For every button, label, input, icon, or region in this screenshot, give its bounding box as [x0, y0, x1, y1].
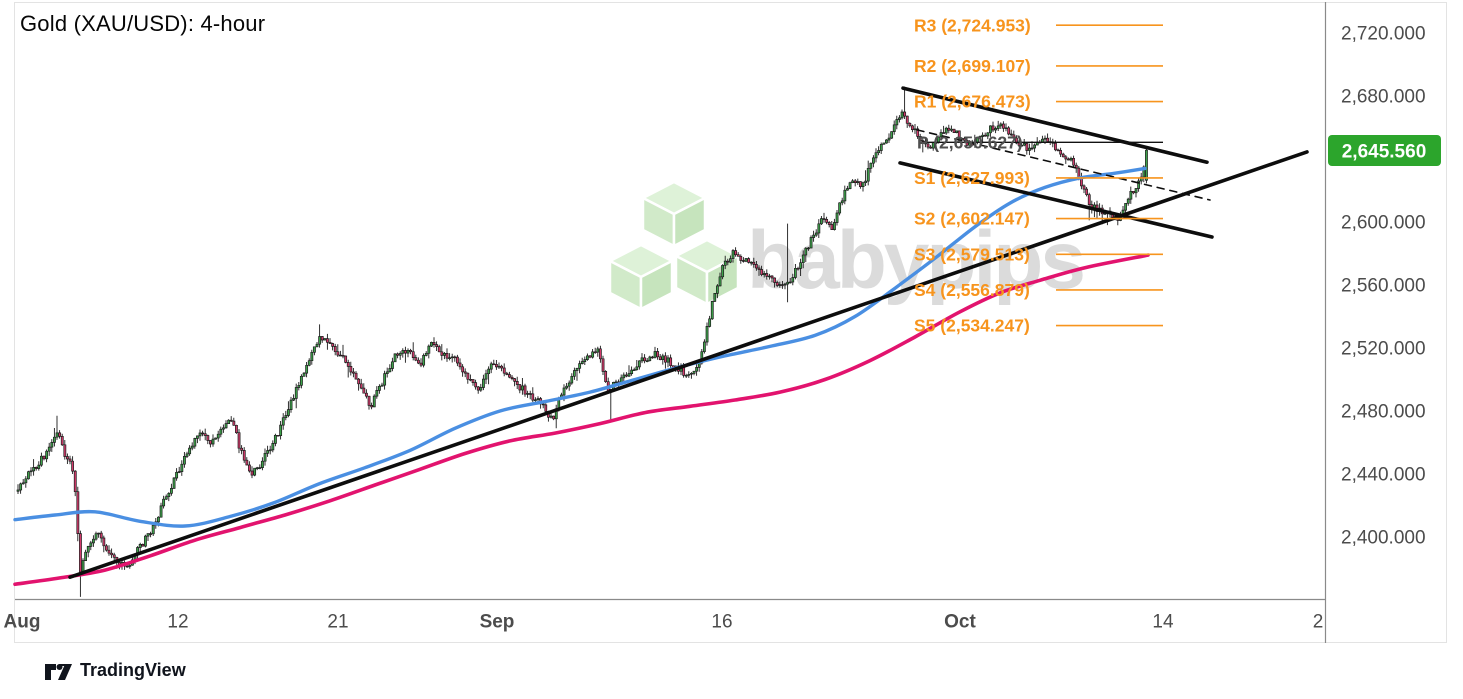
time-axis-scale[interactable] — [15, 600, 1325, 643]
pivot-label-S2: S2 (2,602.147) — [914, 209, 1030, 229]
price-tick-label: 2,600.000 — [1341, 213, 1426, 234]
time-tick-label: Oct — [944, 612, 976, 633]
time-tick-label: Aug — [4, 612, 41, 633]
pivot-level-S2: S2 (2,602.147) — [914, 209, 1163, 229]
price-tick-label: 2,520.000 — [1341, 339, 1426, 360]
pivot-label-R3: R3 (2,724.953) — [914, 15, 1031, 35]
pivot-label-P: P (2,650.627) — [917, 132, 1023, 152]
price-axis-scale[interactable] — [1326, 3, 1446, 643]
ma-fast-blue[interactable] — [13, 166, 1147, 528]
pivot-level-S3: S3 (2,579.513) — [914, 244, 1163, 264]
widget-border — [14, 2, 1447, 643]
tradingview-logo-icon — [45, 664, 72, 680]
pivot-label-S4: S4 (2,556.879) — [914, 280, 1030, 300]
price-tick-label: 2,480.000 — [1341, 402, 1426, 423]
babypips-cubes-icon — [608, 180, 740, 311]
up-candles — [16, 111, 1148, 573]
pivot-level-S5: S5 (2,534.247) — [914, 316, 1163, 336]
pivot-level-R2: R2 (2,699.107) — [914, 56, 1163, 76]
tradingview-brand-label: TradingView — [80, 659, 186, 680]
tradingview-attribution[interactable]: TradingView — [45, 659, 186, 681]
pivot-label-S1: S1 (2,627.993) — [914, 168, 1030, 188]
pivot-level-R1: R1 (2,676.473) — [914, 92, 1163, 112]
time-tick-label: 21 — [327, 612, 348, 633]
falling-channel-top[interactable] — [901, 86, 1209, 164]
time-tick-label: 2 — [1313, 612, 1324, 633]
pivot-level-R3: R3 (2,724.953) — [914, 15, 1163, 35]
pivot-label-S3: S3 (2,579.513) — [914, 244, 1030, 264]
price-tick-label: 2,560.000 — [1341, 276, 1426, 297]
pivot-level-P: P (2,650.627) — [917, 132, 1163, 152]
time-tick-label: Sep — [480, 612, 515, 633]
time-tick-label: 14 — [1152, 612, 1174, 633]
price-tick-label: 2,680.000 — [1341, 87, 1426, 108]
current-price-value: 2,645.560 — [1342, 142, 1427, 163]
pivot-label-R1: R1 (2,676.473) — [914, 92, 1031, 112]
falling-channel-bottom[interactable] — [898, 161, 1214, 239]
pivot-level-S4: S4 (2,556.879) — [914, 280, 1163, 300]
chart-title: Gold (XAU/USD): 4-hour — [20, 11, 266, 36]
falling-channel-midline[interactable] — [916, 129, 1211, 201]
down-candles — [34, 111, 1135, 573]
price-tick-label: 2,440.000 — [1341, 465, 1426, 486]
current-price-badge: 2,645.560 — [1328, 135, 1441, 166]
price-tick-label: 2,400.000 — [1341, 528, 1426, 549]
time-tick-label: 16 — [711, 612, 732, 633]
ma-slow-pink[interactable] — [13, 253, 1150, 587]
pivot-label-S5: S5 (2,534.247) — [914, 316, 1030, 336]
time-tick-label: 12 — [167, 612, 188, 633]
pivot-level-S1: S1 (2,627.993) — [914, 168, 1163, 188]
babypips-watermark: babypips — [608, 180, 1086, 311]
pivot-label-R2: R2 (2,699.107) — [914, 56, 1031, 76]
chart-plot-area[interactable] — [15, 3, 1325, 599]
price-tick-label: 2,720.000 — [1341, 24, 1426, 45]
rising-support-trendline[interactable] — [68, 150, 1309, 580]
